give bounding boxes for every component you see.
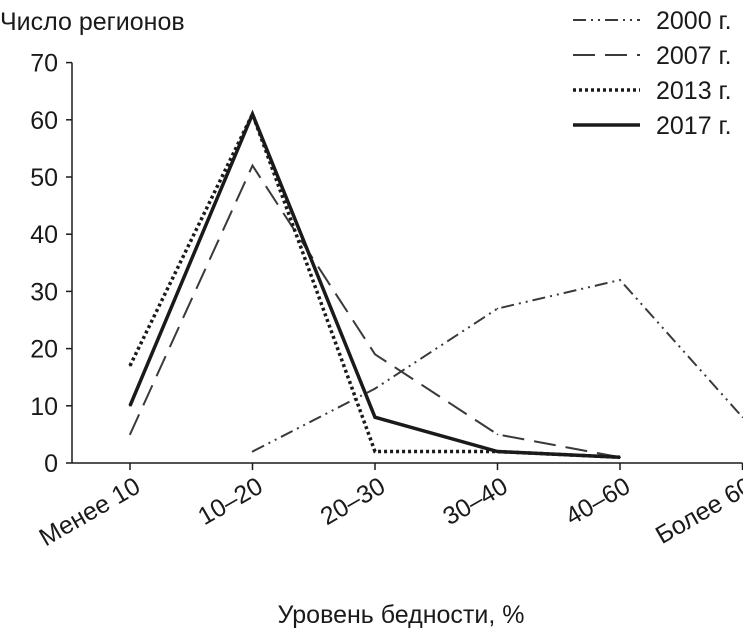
x-tick-label: Менее 10 — [35, 472, 145, 552]
data-point — [251, 450, 254, 453]
data-point — [496, 433, 499, 436]
data-point — [496, 307, 499, 310]
y-tick-label: 40 — [30, 221, 58, 249]
y-tick-label: 0 — [44, 450, 58, 478]
data-point — [251, 113, 254, 115]
legend-label: 2017 г. — [656, 112, 732, 140]
data-point — [251, 164, 254, 167]
y-tick-label: 30 — [30, 278, 58, 306]
x-tick-label: 30–40 — [438, 472, 512, 531]
legend-label: 2013 г. — [656, 77, 732, 105]
data-point — [374, 416, 376, 419]
y-tick-label: 50 — [30, 164, 58, 192]
y-tick-label: 10 — [30, 393, 58, 421]
data-point — [374, 450, 376, 453]
x-tick-label: 20–30 — [316, 472, 390, 531]
y-axis-label: Число регионов — [0, 8, 185, 36]
x-axis-label: Уровень бедности, % — [278, 601, 525, 629]
data-point — [619, 456, 621, 459]
series-line-1 — [252, 278, 743, 453]
x-tick-label: 10–20 — [193, 472, 267, 531]
series-line-4 — [128, 109, 621, 460]
data-point — [374, 387, 376, 390]
data-point — [129, 405, 131, 407]
y-tick-label: 20 — [30, 336, 58, 364]
legend-label: 2000 г. — [656, 7, 732, 35]
data-point — [374, 353, 376, 356]
y-tick-label: 70 — [30, 50, 58, 78]
series-layer — [128, 109, 743, 460]
x-tick-label: 40–60 — [561, 472, 635, 531]
x-tick-label: Более 60 — [651, 472, 743, 550]
y-tick-label: 60 — [30, 107, 58, 135]
data-point — [129, 364, 131, 367]
legend-label: 2007 г. — [656, 42, 732, 70]
data-point — [496, 450, 499, 453]
data-point — [129, 433, 131, 436]
series-line-3 — [128, 109, 621, 460]
legend: 2000 г. 2007 г. 2013 г. 2017 г. — [573, 7, 732, 140]
data-point — [619, 279, 621, 281]
